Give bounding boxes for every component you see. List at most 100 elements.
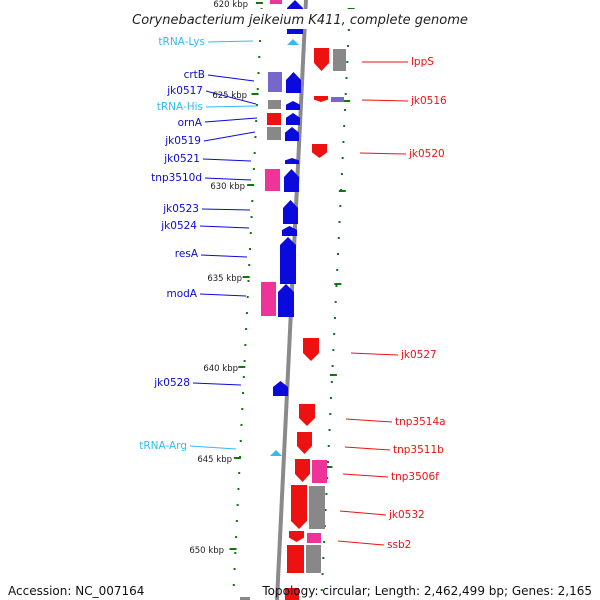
label-jk0527: jk0527 bbox=[400, 349, 437, 361]
label-jk0521: jk0521 bbox=[163, 153, 200, 165]
guide-dot-right bbox=[325, 493, 328, 495]
label-ssb2: ssb2 bbox=[387, 539, 411, 551]
guide-dot-right bbox=[333, 333, 336, 335]
guide-dot-right bbox=[342, 141, 345, 143]
guide-dot-right bbox=[344, 93, 347, 95]
accession-text: Accession: NC_007164 bbox=[8, 584, 145, 598]
kbp-tick bbox=[242, 276, 250, 278]
kbp-tick bbox=[255, 2, 263, 4]
label-jk0519: jk0519 bbox=[164, 135, 201, 147]
leader-ornA bbox=[204, 117, 258, 123]
leader-lines bbox=[189, 40, 409, 546]
leader-crtB bbox=[207, 74, 255, 82]
kbp-tick-right bbox=[338, 190, 346, 192]
leader-jk0520 bbox=[359, 152, 407, 155]
label-crtB: crtB bbox=[184, 69, 205, 81]
guide-dot-right bbox=[347, 45, 350, 47]
gene-arrow-forward bbox=[286, 101, 300, 110]
cog-box bbox=[268, 72, 282, 92]
cog-box bbox=[306, 545, 321, 573]
guide-dot-left bbox=[247, 280, 250, 282]
guide-dot-right bbox=[339, 205, 342, 207]
trna-marker bbox=[287, 39, 299, 45]
kbp-tick bbox=[238, 366, 246, 368]
guide-dot-right bbox=[341, 157, 344, 159]
gene-arrow-forward bbox=[280, 237, 296, 284]
leader-trna-his bbox=[205, 105, 258, 108]
cog-box bbox=[261, 282, 276, 316]
guide-dot-right bbox=[332, 349, 335, 351]
cog-box bbox=[333, 49, 346, 71]
leader-tnp3506f bbox=[342, 473, 389, 478]
guide-dot-left bbox=[257, 72, 260, 74]
guide-dot-right bbox=[340, 173, 343, 175]
gene-arrow-reverse bbox=[291, 485, 307, 529]
guide-dot-right bbox=[335, 285, 338, 287]
cog-box bbox=[268, 100, 281, 109]
guide-dot-right bbox=[326, 477, 329, 479]
cog-box bbox=[270, 0, 282, 4]
guide-dot-left bbox=[253, 152, 256, 154]
label-tnp3514a: tnp3514a bbox=[395, 416, 446, 428]
gene-arrow-forward bbox=[282, 226, 297, 236]
kbp-label-650: 650 kbp bbox=[189, 546, 224, 556]
guide-dot-left bbox=[255, 120, 258, 122]
guide-dot-left bbox=[240, 424, 243, 426]
leader-jk0527 bbox=[350, 352, 399, 356]
leader-tnp3511b bbox=[344, 446, 391, 451]
kbp-tick bbox=[247, 184, 255, 186]
guide-dot-left bbox=[245, 328, 248, 330]
guide-dot-right bbox=[337, 237, 340, 239]
gene-arrow-reverse bbox=[299, 404, 315, 426]
guide-dot-left bbox=[246, 296, 249, 298]
guide-dot-left bbox=[248, 264, 251, 266]
gene-arrow-reverse bbox=[303, 338, 319, 361]
guide-dot-left bbox=[250, 216, 253, 218]
cog-box bbox=[312, 460, 327, 483]
guide-dot-left bbox=[235, 520, 238, 522]
guide-dot-left bbox=[249, 232, 252, 234]
guide-dot-right bbox=[334, 301, 337, 303]
guide-dot-right bbox=[324, 509, 327, 511]
gene-arrow-reverse bbox=[314, 48, 329, 71]
gene-arrow-forward bbox=[278, 284, 294, 317]
guide-dot-right bbox=[330, 381, 333, 383]
cog-box bbox=[285, 588, 299, 600]
guide-dot-right bbox=[338, 221, 341, 223]
leader-jk0524 bbox=[199, 225, 250, 229]
guide-dot-left bbox=[245, 312, 248, 314]
leader-jk0528 bbox=[192, 382, 242, 386]
label-lppS: lppS bbox=[411, 56, 434, 68]
guide-dot-left bbox=[243, 360, 246, 362]
label-resA: resA bbox=[175, 248, 199, 260]
label-tnp3510d: tnp3510d bbox=[151, 172, 202, 184]
cog-box bbox=[267, 113, 281, 125]
gene-arrow-forward bbox=[273, 381, 288, 396]
label-modA: modA bbox=[166, 288, 197, 300]
cog-box bbox=[309, 486, 325, 529]
kbp-tick bbox=[229, 548, 237, 550]
label-trna-lys: tRNA-Lys bbox=[158, 36, 205, 48]
guide-dot-right bbox=[330, 397, 333, 399]
gene-arrow-reverse bbox=[295, 459, 310, 482]
leader-jk0516 bbox=[361, 99, 409, 102]
guide-dot-right bbox=[331, 365, 334, 367]
guide-dot-right bbox=[347, 29, 350, 31]
label-jk0520: jk0520 bbox=[408, 148, 445, 160]
guide-dot-left bbox=[237, 488, 240, 490]
guide-dot-right bbox=[343, 109, 346, 111]
guide-dot-left bbox=[239, 440, 242, 442]
guide-dot-left bbox=[255, 104, 258, 106]
topology-text: Topology: circular; Length: 2,462,499 bp… bbox=[262, 584, 592, 598]
gene-arrow-forward bbox=[283, 200, 298, 224]
cog-box bbox=[240, 597, 250, 600]
cog-box bbox=[287, 545, 304, 573]
leader-resA bbox=[200, 254, 248, 258]
cog-box bbox=[307, 533, 321, 543]
guide-dot-right bbox=[328, 429, 331, 431]
trna-marker bbox=[270, 450, 282, 456]
label-trna-his: tRNA-His bbox=[157, 101, 203, 113]
label-trna-arg: tRNA-Arg bbox=[139, 440, 187, 452]
guide-dot-right bbox=[320, 589, 323, 591]
